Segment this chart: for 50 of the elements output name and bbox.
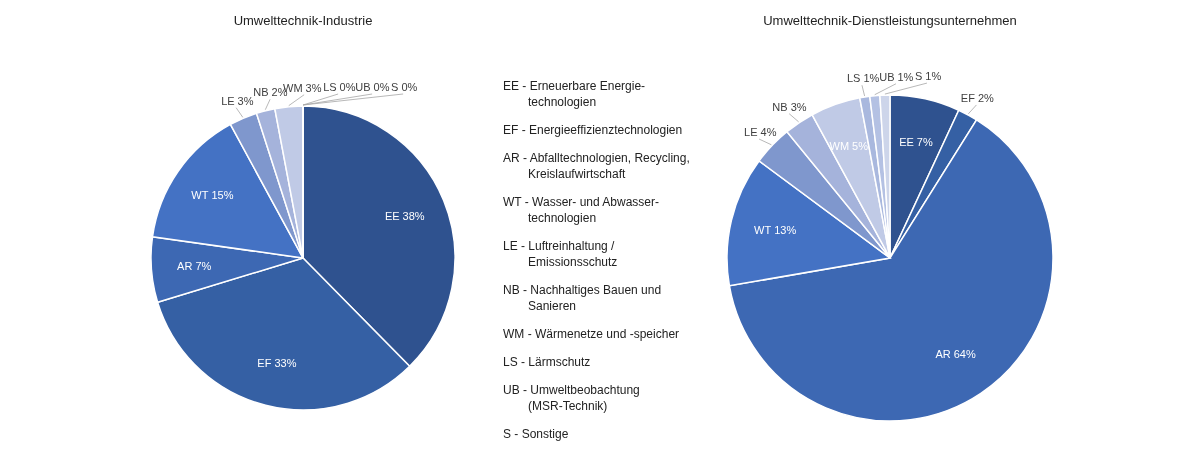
data-label: 13% — [774, 223, 797, 236]
text: EF - Energieeffizienztechnologien — [503, 122, 684, 138]
text: WM - Wärmenetze und -speicher — [503, 326, 681, 342]
text: UB - Umweltbeobachtung (MSR-Technik) — [503, 382, 641, 414]
slice-label: NB — [772, 100, 788, 113]
slice-label: WM — [829, 140, 850, 153]
slice-label: LS — [846, 72, 861, 85]
data-label: 3% — [237, 94, 254, 107]
data-label: 7% — [195, 259, 212, 272]
category-label: LS — [323, 81, 337, 93]
text: LS - Lärmschutz — [503, 354, 592, 370]
text: S - Sonstige — [503, 426, 570, 442]
data-label: 1% — [925, 70, 942, 83]
data-label: 1% — [897, 70, 914, 83]
text: EE - Erneuerbare Energie- technologien — [503, 78, 647, 110]
slice-label: LE — [744, 126, 758, 139]
slice-label: EF — [960, 91, 976, 104]
data-label: 33% — [274, 357, 297, 370]
chart-title: Umwelttechnik-Dienstleistungsunternehmen — [763, 13, 1017, 28]
text: WT - Wasser- und Abwasser- technologien — [503, 194, 661, 226]
text: AR - Abfalltechnologien, Recycling, Kreislaufwirtschaft — [503, 150, 691, 182]
slice-label: EE — [384, 209, 400, 222]
data-label: 3% — [305, 81, 322, 94]
data-label: 2% — [977, 91, 995, 104]
data-label: 5% — [852, 140, 869, 153]
category-label: UB — [355, 81, 371, 93]
slice-label: WT — [754, 223, 772, 236]
text: 0% — [401, 81, 418, 93]
data-label: 3% — [790, 100, 807, 113]
slice-label: S — [914, 70, 923, 83]
slice-label: UB — [879, 70, 895, 83]
data-label: 1% — [863, 72, 880, 85]
slice-label: WT — [191, 188, 209, 201]
text: LE - Luftreinhaltung / Emissionsschutz — [503, 238, 619, 270]
text: NB - Nachhaltiges Bauen und Sanieren — [503, 282, 663, 314]
data-label: 7% — [916, 136, 933, 149]
slice-label: NB — [253, 86, 269, 99]
slice-label: EE — [899, 136, 914, 149]
text: 0% — [339, 81, 356, 93]
slice-label: AR — [935, 348, 951, 361]
slice-label: LE — [221, 94, 235, 107]
data-label: 38% — [402, 209, 425, 222]
data-label: 4% — [760, 126, 777, 139]
chart-title: Umwelttechnik-Industrie — [233, 13, 373, 28]
data-label: 64% — [953, 348, 976, 361]
text: 0% — [373, 81, 390, 93]
data-label: 15% — [211, 188, 234, 201]
slice-label: AR — [177, 259, 193, 272]
category-label: S — [391, 81, 399, 93]
slice-label: EF — [257, 357, 272, 370]
